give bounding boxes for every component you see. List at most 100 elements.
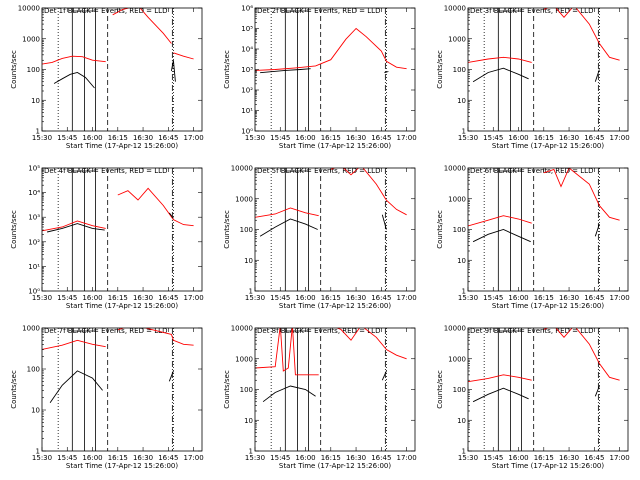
panel-2: Det 2f BLACK = Events, RED = LLD 10⁰ 10¹ 10… (223, 5, 417, 151)
y-tick-label: 10⁵ (241, 25, 253, 33)
y-tick-label: 10³ (241, 66, 253, 74)
x-tick-label: 15:30 (32, 294, 52, 302)
x-tick-label: 17:00 (183, 134, 203, 142)
x-tick-label: 16:15 (321, 294, 341, 302)
x-tick-label: 15:45 (270, 454, 290, 462)
series-events-line (168, 370, 174, 382)
y-axis-label: Counts/sec (223, 50, 231, 89)
x-tick-label: 16:00 (82, 454, 102, 462)
y-tick-label: 100 (453, 386, 466, 394)
y-tick-label: 10000 (444, 325, 466, 333)
series-lld-line (255, 328, 319, 376)
series-events-line (49, 370, 103, 404)
x-tick-label: 16:30 (133, 134, 153, 142)
y-axis-label: Counts/sec (10, 370, 18, 409)
series-lld-line (335, 328, 407, 360)
plot-frame (254, 327, 416, 452)
marker-lines (270, 8, 387, 131)
series-group (42, 328, 194, 404)
y-tick-label: 10000 (444, 165, 466, 173)
x-tick-label: 15:45 (270, 134, 290, 142)
x-tick-label: 16:45 (158, 454, 178, 462)
x-tick-label: 16:45 (158, 134, 178, 142)
x-axis-label: Start Time (17-Apr-12 15:26:00) (66, 302, 178, 310)
x-axis-label: Start Time (17-Apr-12 15:26:00) (66, 142, 178, 150)
x-tick-label: 16:00 (82, 134, 102, 142)
x-tick-label: 16:30 (133, 454, 153, 462)
series-lld-line (330, 168, 407, 216)
series-lld-line (468, 374, 532, 383)
x-axis-label: Start Time (17-Apr-12 15:26:00) (279, 302, 391, 310)
x-axis-label: Start Time (17-Apr-12 15:26:00) (66, 462, 178, 470)
panel-title: Det 2f BLACK = Events, RED = LLD (257, 7, 380, 15)
x-tick-label: 16:15 (534, 294, 554, 302)
y-tick-label: 100 (240, 386, 253, 394)
series-lld-line (117, 187, 194, 227)
y-tick-label: 10⁴ (241, 46, 253, 54)
y-axis-label: Counts/sec (436, 210, 444, 249)
series-lld-line (42, 220, 106, 232)
y-tick-label: 10² (241, 87, 253, 95)
y-tick-label: 10 (244, 417, 253, 425)
y-tick-label: 1000 (235, 355, 253, 363)
series-group (468, 8, 620, 83)
series-lld-line (255, 27, 407, 71)
panel-9: Det 9f BLACK = Events, RED = LLD 1 10 100 10… (436, 325, 630, 471)
series-lld-line (543, 328, 620, 381)
x-tick-label: 16:30 (559, 454, 579, 462)
x-tick-label: 16:45 (371, 294, 391, 302)
series-group (468, 168, 620, 243)
x-tick-label: 15:30 (458, 134, 478, 142)
y-tick-label: 100 (453, 66, 466, 74)
series-lld-line (543, 8, 620, 61)
marker-lines (270, 328, 387, 451)
y-axis-label: Counts/sec (223, 210, 231, 249)
plot-frame (467, 167, 629, 292)
x-tick-label: 15:45 (57, 454, 77, 462)
y-tick-label: 10⁶ (241, 5, 253, 13)
panel-title: Det 6f BLACK = Events, RED = LLD (470, 167, 593, 175)
x-tick-label: 16:30 (559, 134, 579, 142)
x-tick-label: 17:00 (396, 294, 416, 302)
series-events-line (594, 69, 600, 82)
panel-8: Det 8f BLACK = Events, RED = LLD 1 10 100 10… (223, 325, 417, 471)
x-axis-label: Start Time (17-Apr-12 15:26:00) (492, 462, 604, 470)
series-events-line (170, 60, 176, 82)
y-tick-label: 100 (453, 226, 466, 234)
y-tick-label: 10⁵ (28, 165, 40, 173)
y-tick-label: 10⁴ (28, 189, 40, 197)
y-tick-label: 100 (27, 66, 40, 74)
x-tick-label: 17:00 (183, 454, 203, 462)
y-tick-label: 10¹ (241, 107, 253, 115)
x-tick-label: 16:15 (534, 454, 554, 462)
x-tick-label: 15:45 (483, 134, 503, 142)
x-tick-label: 17:00 (396, 134, 416, 142)
x-tick-label: 16:00 (295, 294, 315, 302)
x-tick-label: 15:30 (458, 454, 478, 462)
x-tick-label: 16:15 (534, 134, 554, 142)
y-tick-label: 1000 (22, 35, 40, 43)
y-tick-label: 100 (27, 366, 40, 374)
panel-4: Det 4f BLACK = Events, RED = LLD 10⁰ 10¹ 10… (10, 165, 204, 311)
y-tick-label: 10² (28, 238, 40, 246)
x-tick-label: 17:00 (609, 134, 629, 142)
y-tick-label: 100 (240, 226, 253, 234)
y-tick-label: 10³ (28, 214, 40, 222)
x-tick-label: 17:00 (396, 454, 416, 462)
plot-frame (41, 7, 203, 132)
marker-lines (57, 328, 174, 451)
series-group (42, 187, 194, 233)
series-events-line (381, 214, 387, 230)
plot-frame (41, 327, 203, 452)
panel-7: Det 7f BLACK = Events, RED = LLD 1 10 100 10… (10, 325, 204, 471)
x-tick-label: 15:30 (32, 134, 52, 142)
y-tick-label: 10000 (231, 165, 253, 173)
marker-lines (57, 168, 174, 291)
y-tick-label: 10⁰ (28, 288, 40, 296)
x-axis-label: Start Time (17-Apr-12 15:26:00) (279, 462, 391, 470)
y-tick-label: 1000 (448, 35, 466, 43)
series-events-line (472, 67, 529, 83)
x-tick-label: 15:30 (32, 454, 52, 462)
x-tick-label: 17:00 (183, 294, 203, 302)
x-tick-label: 16:15 (321, 134, 341, 142)
